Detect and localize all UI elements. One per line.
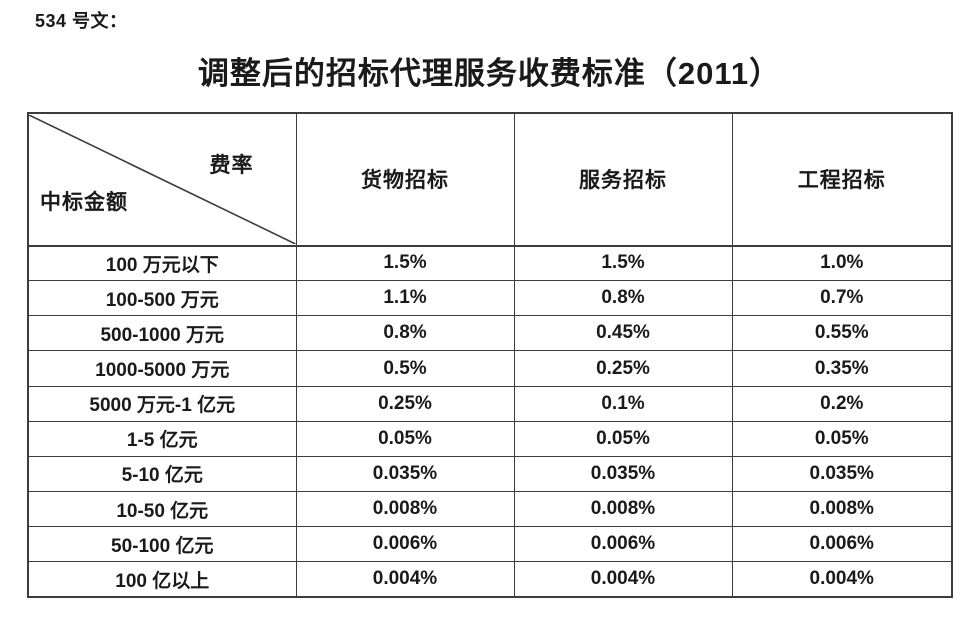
fee-value-cell: 0.25% xyxy=(295,385,515,422)
fee-value-cell: 0.05% xyxy=(513,420,733,457)
table-row: 1-5 亿元 0.05% 0.05% 0.05% xyxy=(27,420,953,457)
table-row: 500-1000 万元 0.8% 0.45% 0.55% xyxy=(27,315,953,352)
table-row: 1000-5000 万元 0.5% 0.25% 0.35% xyxy=(27,350,953,387)
fee-value-cell: 0.35% xyxy=(731,350,953,387)
fee-rate-table: 费率 中标金额 货物招标 服务招标 工程招标 100 万元以下 1.5% 1.5… xyxy=(27,112,953,598)
fee-value-cell: 0.035% xyxy=(295,455,515,493)
doc-number-label: 534 号文： xyxy=(35,11,128,31)
fee-value-cell: 0.035% xyxy=(513,455,733,493)
fee-value-cell: 0.25% xyxy=(513,350,733,387)
row-label-cell: 50-100 亿元 xyxy=(27,526,297,563)
fee-value-cell: 0.55% xyxy=(731,315,953,352)
fee-value-cell: 0.008% xyxy=(295,491,515,528)
row-label-cell: 100 亿以上 xyxy=(27,561,297,598)
fee-value-cell: 0.2% xyxy=(731,385,953,422)
fee-value-cell: 0.05% xyxy=(731,420,953,457)
fee-value-cell: 0.006% xyxy=(731,526,953,563)
fee-value-cell: 1.5% xyxy=(295,245,515,282)
row-label-cell: 1-5 亿元 xyxy=(27,420,297,457)
row-label-cell: 5000 万元-1 亿元 xyxy=(27,385,297,422)
table-row: 100 万元以下 1.5% 1.5% 1.0% xyxy=(27,245,953,282)
row-label-cell: 1000-5000 万元 xyxy=(27,350,297,387)
column-header-engineering: 工程招标 xyxy=(731,112,953,247)
table-row: 100-500 万元 1.1% 0.8% 0.7% xyxy=(27,280,953,317)
corner-label-rate: 费率 xyxy=(209,153,254,177)
corner-cell: 费率 中标金额 xyxy=(27,112,297,247)
corner-label-amount: 中标金额 xyxy=(40,190,128,214)
fee-value-cell: 1.0% xyxy=(731,245,953,282)
page-title: 调整后的招标代理服务收费标准（2011） xyxy=(197,56,782,91)
column-header-services: 服务招标 xyxy=(513,112,733,247)
column-header-goods: 货物招标 xyxy=(295,112,515,247)
corner-cell-content: 费率 中标金额 xyxy=(29,115,296,244)
fee-value-cell: 0.004% xyxy=(731,561,953,598)
fee-value-cell: 0.1% xyxy=(513,385,733,422)
fee-value-cell: 0.7% xyxy=(731,280,953,317)
fee-value-cell: 1.1% xyxy=(295,280,515,317)
fee-value-cell: 0.006% xyxy=(295,526,515,563)
row-label-cell: 100-500 万元 xyxy=(27,280,297,317)
row-label-cell: 10-50 亿元 xyxy=(27,491,297,528)
fee-value-cell: 0.8% xyxy=(513,280,733,317)
row-label-cell: 500-1000 万元 xyxy=(27,315,297,352)
fee-value-cell: 0.008% xyxy=(731,491,953,528)
table-row: 5-10 亿元 0.035% 0.035% 0.035% xyxy=(27,455,953,493)
fee-value-cell: 0.05% xyxy=(295,420,515,457)
row-label-cell: 5-10 亿元 xyxy=(27,455,297,493)
diagonal-divider-line xyxy=(29,115,296,244)
fee-value-cell: 0.004% xyxy=(513,561,733,598)
fee-value-cell: 0.004% xyxy=(295,561,515,598)
fee-value-cell: 1.5% xyxy=(513,245,733,282)
table-row: 100 亿以上 0.004% 0.004% 0.004% xyxy=(27,561,953,598)
table-header-row: 费率 中标金额 货物招标 服务招标 工程招标 xyxy=(27,112,953,247)
row-label-cell: 100 万元以下 xyxy=(27,245,297,282)
fee-value-cell: 0.5% xyxy=(295,350,515,387)
fee-value-cell: 0.45% xyxy=(513,315,733,352)
fee-value-cell: 0.035% xyxy=(731,455,953,493)
table-row: 10-50 亿元 0.008% 0.008% 0.008% xyxy=(27,491,953,528)
table-row: 50-100 亿元 0.006% 0.006% 0.006% xyxy=(27,526,953,563)
fee-value-cell: 0.006% xyxy=(513,526,733,563)
fee-value-cell: 0.8% xyxy=(295,315,515,352)
fee-value-cell: 0.008% xyxy=(513,491,733,528)
table-row: 5000 万元-1 亿元 0.25% 0.1% 0.2% xyxy=(27,385,953,422)
